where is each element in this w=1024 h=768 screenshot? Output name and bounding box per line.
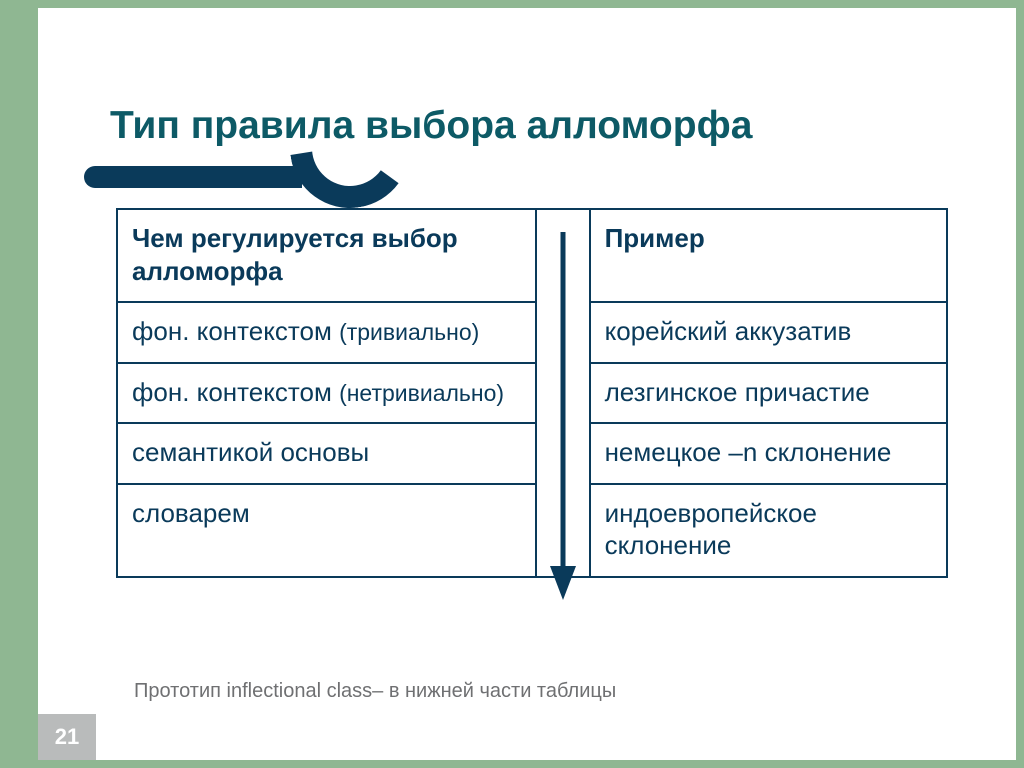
down-arrow-icon	[546, 228, 580, 602]
cell-left-main: словарем	[132, 498, 250, 528]
slide: Тип правила выбора алломорфа Чем регулир…	[38, 8, 1016, 760]
header-left: Чем регулируется выбор алломорфа	[117, 209, 536, 302]
cell-left-sub: (тривиально)	[339, 319, 479, 345]
table-row: семантикой основы немецкое –n склонение	[117, 423, 947, 484]
cell-left: фон. контекстом (нетривиально)	[117, 363, 536, 424]
page-number-badge: 21	[38, 714, 96, 760]
table-row: фон. контекстом (нетривиально) лезгинско…	[117, 363, 947, 424]
allomorph-table: Чем регулируется выбор алломорфа Пример …	[116, 208, 948, 578]
arrow-cell	[536, 209, 590, 577]
cell-left-main: фон. контекстом	[132, 377, 339, 407]
title-accent-curve	[281, 79, 418, 216]
cell-left: фон. контекстом (тривиально)	[117, 302, 536, 363]
cell-right: индоевропейское склонение	[590, 484, 947, 577]
footnote: Прототип inflectional class– в нижней ча…	[134, 680, 616, 703]
cell-left: словарем	[117, 484, 536, 577]
cell-right: лезгинское причастие	[590, 363, 947, 424]
cell-right: немецкое –n склонение	[590, 423, 947, 484]
page-title: Тип правила выбора алломорфа	[110, 104, 752, 148]
table-row: фон. контекстом (тривиально) корейский а…	[117, 302, 947, 363]
cell-left-main: фон. контекстом	[132, 316, 339, 346]
title-wrap: Тип правила выбора алломорфа	[110, 104, 752, 148]
cell-left-main: семантикой основы	[132, 437, 369, 467]
table-row: словарем индоевропейское склонение	[117, 484, 947, 577]
table-header-row: Чем регулируется выбор алломорфа Пример	[117, 209, 947, 302]
cell-left-sub: (нетривиально)	[339, 380, 504, 406]
cell-left: семантикой основы	[117, 423, 536, 484]
header-right: Пример	[590, 209, 947, 302]
page-number: 21	[55, 724, 79, 750]
title-accent-bar	[84, 166, 302, 188]
cell-right: корейский аккузатив	[590, 302, 947, 363]
